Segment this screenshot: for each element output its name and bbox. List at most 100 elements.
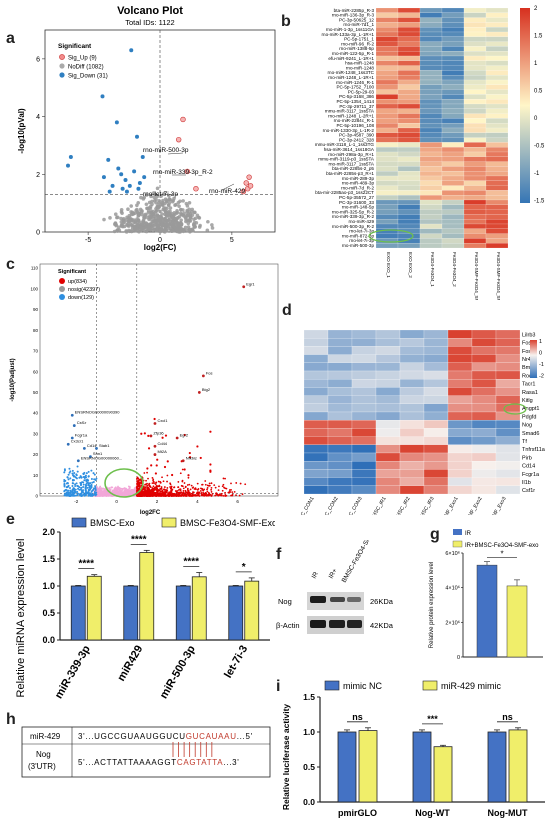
- point-nosig: [97, 492, 100, 495]
- heatmap-b-row-label: rno-miR-325-5p_R-2: [332, 209, 375, 214]
- heatmap-b-cell: [397, 36, 421, 42]
- heatmap-b-row-label: PC-3p-2412_328: [339, 137, 374, 142]
- point-down: [63, 483, 66, 486]
- point-up: [150, 488, 153, 491]
- bar-i-legend: mimic NC miR-429 mimic: [324, 680, 502, 691]
- heatmap-b-cell: [397, 113, 421, 119]
- heatmap-b-cell: [463, 17, 487, 23]
- point-up: [135, 486, 138, 489]
- point-down: [79, 475, 82, 478]
- heatmap-b-cell: [397, 243, 421, 249]
- bar-g-legend: IR IR+BMSC-Fe3O4-SMF-exo: [452, 529, 539, 549]
- heatmap-b-cell: [441, 147, 465, 153]
- heatmap-d-scale: 1 0 -1 -2: [539, 339, 544, 380]
- point-up: [181, 480, 184, 483]
- heatmap-b-cell: [441, 223, 465, 229]
- point-up: [189, 488, 192, 491]
- heatmap-d-cell: [423, 461, 449, 470]
- heatmap-b-cell: [397, 219, 421, 225]
- point-down: [83, 479, 86, 482]
- point-down: [69, 489, 72, 492]
- panel-label-h: h: [6, 711, 16, 728]
- bar-e-ytick: 0.5: [42, 608, 55, 618]
- point-up: [152, 490, 155, 492]
- bar-i-bar: [487, 731, 507, 803]
- point-nodiff: [206, 219, 210, 224]
- point-down: [66, 482, 69, 485]
- heatmap-d-cell: [351, 444, 377, 454]
- blot-nog-band-exo2: [347, 597, 361, 602]
- heatmap-d-cell: [327, 346, 353, 355]
- point-up: [184, 489, 187, 492]
- heatmap-d-cell: [471, 395, 497, 404]
- heatmap-d-cell: [351, 387, 377, 396]
- point-up: [153, 417, 156, 421]
- bar-e-ytick: 1.5: [42, 554, 55, 564]
- heatmap-d-cell: [351, 469, 377, 478]
- point-down: [72, 494, 75, 497]
- heatmap-b-cell: [441, 228, 465, 234]
- heatmap-b-cell: [463, 41, 487, 47]
- heatmap-d-cell: [471, 354, 497, 363]
- seq-row1-seq: 3'...UGCCGUAAUGGUCUGUCAUAAU...5': [78, 732, 253, 741]
- heatmap-b-cell: [485, 65, 509, 71]
- point-nodiff: [179, 207, 183, 212]
- point-up: [182, 487, 185, 490]
- point-down: [65, 492, 68, 495]
- legend-up-dot: [59, 278, 65, 284]
- bar-i-bar: [337, 731, 357, 803]
- point-down: [66, 476, 69, 479]
- point-down: [82, 483, 85, 486]
- point-nosig: [115, 488, 117, 491]
- heatmap-b-row-label: PC-5p-3168_386: [339, 94, 374, 99]
- heatmap-b-cell: [485, 12, 509, 18]
- heatmap-b-cell: [441, 94, 465, 100]
- point-up: [140, 485, 143, 487]
- blot-row-actin: β-Actin: [276, 621, 300, 630]
- point-nodiff: [140, 212, 145, 217]
- heatmap-d-cell: [447, 411, 473, 421]
- heatmap-b-cell: [463, 118, 487, 124]
- point-up: [165, 489, 168, 492]
- heatmap-b-cell: [441, 41, 465, 47]
- heatmap-d-cell: [303, 436, 329, 445]
- heatmap-d-gene-label: Nog: [522, 423, 532, 429]
- point-nodiff: [135, 226, 139, 231]
- point-down: [84, 492, 87, 495]
- point-nodiff: [156, 218, 161, 223]
- point-up: [210, 487, 213, 489]
- point-up: [201, 483, 204, 486]
- point-up: [182, 490, 185, 492]
- point-nodiff: [195, 213, 200, 218]
- heatmap-d-cell: [399, 370, 425, 380]
- heatmap-d-cell: [327, 362, 353, 372]
- heatmap-d-cell: [303, 370, 329, 380]
- heatmap-b-cell: [419, 190, 443, 196]
- point-up: [208, 482, 211, 485]
- heatmap-b-cell: [375, 27, 399, 33]
- point-sig-down: [119, 172, 124, 177]
- point-nodiff: [139, 228, 143, 233]
- heatmap-b-cell: [463, 142, 487, 148]
- point-nodiff: [154, 228, 159, 233]
- point-nodiff: [120, 211, 124, 215]
- heatmap-b-cell: [441, 175, 465, 181]
- heatmap-d-cell: [423, 485, 449, 495]
- heatmap-b-cell: [419, 113, 443, 119]
- point-down: [76, 494, 79, 497]
- point-sig-down: [114, 120, 119, 125]
- bar-e-ylabel: Relative miRNA expression level: [15, 539, 27, 698]
- point-up: [163, 465, 167, 469]
- heatmap-d-cell: [399, 411, 425, 421]
- point-up: [148, 483, 150, 486]
- point-up: [177, 491, 180, 494]
- heatmap-d-cell: [303, 469, 329, 478]
- heatmap-d-cell: [471, 444, 497, 454]
- heatmap-d-cell: [303, 452, 329, 462]
- heatmap-b-cell: [485, 123, 509, 129]
- point-up: [205, 492, 207, 494]
- point-up: [176, 489, 179, 492]
- point-up: [244, 483, 247, 486]
- point-up: [222, 483, 225, 486]
- heatmap-b-cell: [419, 137, 443, 143]
